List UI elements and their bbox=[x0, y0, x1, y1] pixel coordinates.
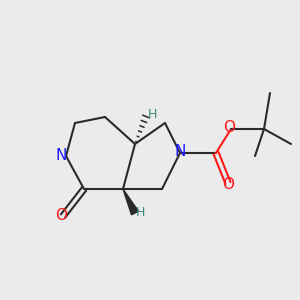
Text: O: O bbox=[222, 177, 234, 192]
Text: N: N bbox=[56, 148, 67, 164]
Text: O: O bbox=[56, 208, 68, 224]
Text: O: O bbox=[224, 120, 236, 135]
Text: H: H bbox=[148, 107, 157, 121]
Text: H: H bbox=[136, 206, 145, 220]
Polygon shape bbox=[123, 189, 139, 215]
Text: N: N bbox=[174, 144, 186, 159]
